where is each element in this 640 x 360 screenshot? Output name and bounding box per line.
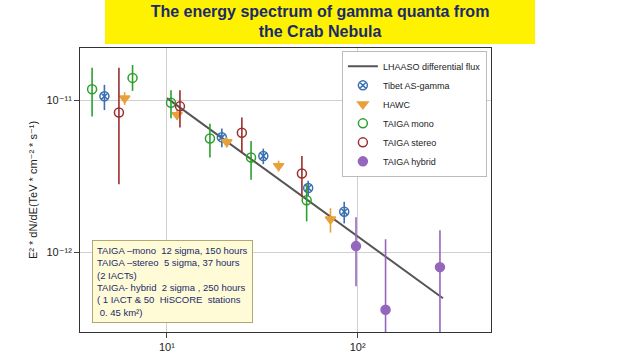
svg-text:10²: 10² — [350, 341, 366, 353]
svg-text:TAIGA hybrid: TAIGA hybrid — [383, 157, 436, 167]
svg-text:Tibet AS-gamma: Tibet AS-gamma — [383, 81, 450, 91]
svg-text:E² * dN/dE(TeV * cm⁻² * s⁻¹): E² * dN/dE(TeV * cm⁻² * s⁻¹) — [27, 121, 39, 259]
svg-text:10⁻¹¹: 10⁻¹¹ — [46, 94, 72, 106]
html-text:The energy spectrum of gamma q: The energy spectrum of gamma quanta from… — [150, 3, 490, 40]
svg-text:TAIGA stereo: TAIGA stereo — [383, 138, 436, 148]
svg-text:10¹: 10¹ — [159, 341, 175, 353]
svg-text:HAWC: HAWC — [383, 100, 411, 110]
svg-text:LHAASO differential flux: LHAASO differential flux — [383, 62, 480, 72]
svg-text:TAIGA mono: TAIGA mono — [383, 119, 434, 129]
svg-text:10⁻¹²: 10⁻¹² — [46, 246, 72, 258]
svg-text:TAIGA –mono 12 sigma, 150 hou: TAIGA –mono 12 sigma, 150 hoursTAIGA –st… — [97, 245, 248, 318]
